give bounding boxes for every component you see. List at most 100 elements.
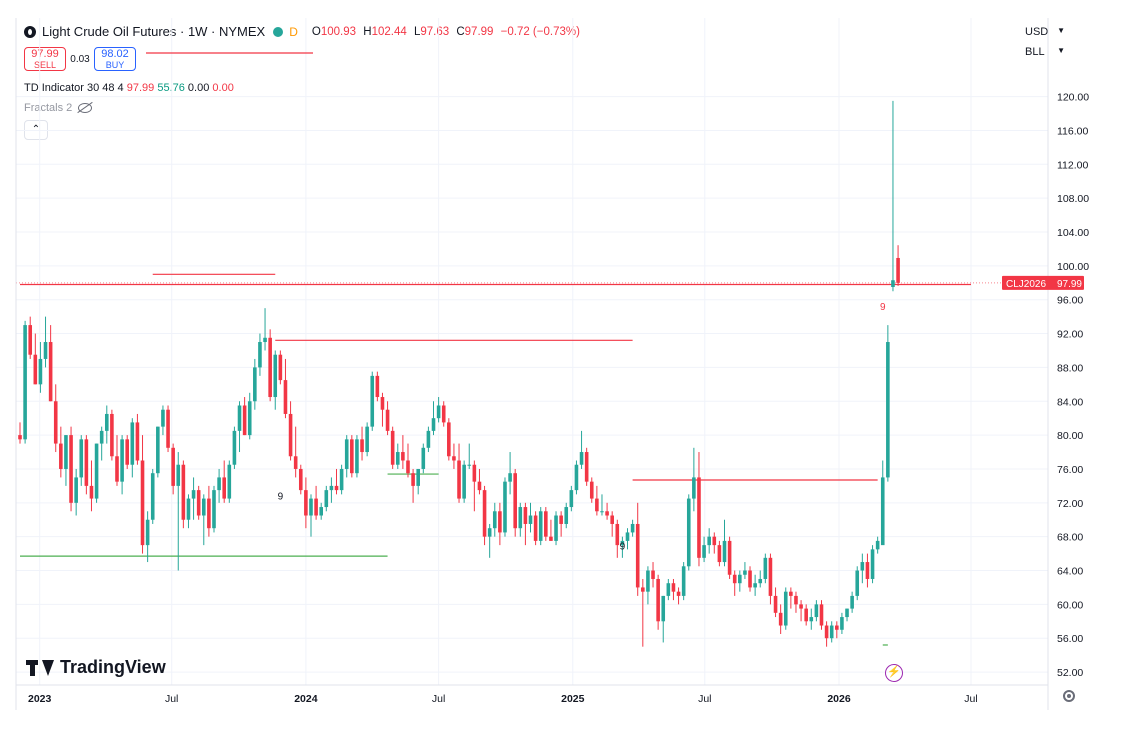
- candle-down: [748, 570, 752, 588]
- candle-down: [819, 604, 824, 626]
- candle-down: [304, 490, 308, 516]
- candle-up: [104, 413, 109, 431]
- eye-hidden-icon[interactable]: [78, 103, 93, 113]
- candle-down: [401, 452, 405, 461]
- candle-down: [406, 460, 410, 474]
- ohlc-close: 97.99: [464, 25, 494, 38]
- gear-icon[interactable]: [1063, 690, 1075, 702]
- td-sequential-mark: 9: [620, 541, 626, 552]
- ohlc-low: 97.63: [420, 25, 450, 38]
- candle-down: [171, 447, 175, 486]
- candle-down: [447, 422, 451, 457]
- candle-up: [370, 375, 375, 427]
- lightning-icon[interactable]: ⚡: [885, 664, 903, 682]
- candle-down: [671, 583, 676, 592]
- candle-down: [28, 325, 33, 355]
- candle-down: [773, 595, 778, 613]
- td-value-1: 97.99: [126, 82, 155, 94]
- candle-up: [309, 498, 313, 516]
- candle-up: [145, 519, 150, 546]
- sell-button[interactable]: 97.99 SELL: [24, 47, 66, 71]
- candle-up: [722, 540, 727, 563]
- candle-up: [212, 490, 216, 529]
- price-tick-label: 76.00: [1057, 464, 1083, 476]
- candle-up: [574, 464, 579, 491]
- candle-down: [385, 409, 390, 431]
- unit-select[interactable]: BLL ▼: [1025, 46, 1065, 58]
- axes: 52.00 56.00 60.00 64.00 68.00 72.00 76.00 80.00…: [15, 18, 1089, 710]
- candle-up: [232, 430, 237, 465]
- candle-down: [549, 536, 553, 541]
- candle-down: [498, 511, 502, 533]
- symbol-legend: Light Crude Oil Futures · 1W · NYMEX D O…: [24, 24, 584, 39]
- candle-up: [528, 515, 533, 524]
- time-tick-label: 2024: [294, 693, 318, 705]
- candle-up: [329, 485, 334, 491]
- candle-down: [278, 354, 283, 381]
- candle-up: [600, 511, 604, 513]
- candle-up: [860, 562, 865, 571]
- time-tick-label: 2025: [561, 693, 585, 705]
- candle-down: [789, 591, 793, 596]
- candle-down: [18, 435, 22, 440]
- unit-label: BLL: [1025, 46, 1045, 58]
- candle-down: [477, 481, 482, 491]
- candle-up: [227, 464, 232, 499]
- candle-down: [589, 481, 594, 499]
- candle-down: [656, 578, 660, 622]
- candle-down: [441, 405, 446, 423]
- candle-up: [64, 435, 68, 469]
- price-tick-label: 96.00: [1057, 295, 1083, 307]
- candle-up: [850, 595, 854, 609]
- current-price-tag: [1002, 275, 1084, 290]
- candle-down: [641, 587, 645, 592]
- candle-up: [487, 528, 492, 537]
- candle-up: [324, 490, 329, 508]
- ohlc-open-key: O: [311, 25, 321, 38]
- candle-up: [809, 617, 814, 622]
- td-indicator-legend[interactable]: TD Indicator 30 48 4 97.99 55.76 0.00 0.…: [24, 82, 234, 94]
- candle-down: [835, 625, 839, 630]
- td-sequential-mark: 9: [880, 302, 886, 313]
- candle-down: [865, 562, 870, 579]
- candle-up: [237, 405, 242, 431]
- candle-up: [508, 473, 512, 482]
- ohlc-close-key: C: [456, 25, 465, 38]
- level-lines: [16, 52, 1048, 646]
- price-tick-label: 72.00: [1057, 498, 1083, 510]
- candle-down: [824, 625, 829, 639]
- candle-down: [513, 473, 517, 529]
- candle-up: [814, 604, 819, 618]
- candle-up: [880, 477, 885, 546]
- spread-value: 0.03: [70, 53, 90, 65]
- candle-up: [753, 583, 757, 588]
- currency-select[interactable]: USD ▼: [1025, 26, 1065, 38]
- candle-down: [768, 557, 773, 596]
- interval-badge: D: [289, 24, 298, 39]
- tradingview-logo-text: TradingView: [60, 657, 166, 677]
- candle-down: [457, 460, 461, 499]
- buy-button[interactable]: 98.02 BUY: [94, 47, 136, 71]
- current-price-symbol: CLJ2026: [1006, 279, 1046, 290]
- ohlc-low-key: L: [413, 25, 421, 38]
- candle-down: [712, 536, 717, 546]
- candle-down: [360, 439, 364, 453]
- trade-buttons: 97.99 SELL 0.03 98.02 BUY: [24, 47, 136, 71]
- candle-up: [492, 511, 497, 529]
- candle-down: [533, 515, 538, 541]
- candle-down: [732, 574, 737, 584]
- candle-up: [416, 468, 420, 486]
- candle-up: [554, 515, 558, 541]
- tradingview-logo[interactable]: TradingView: [26, 657, 166, 678]
- candle-up: [886, 342, 890, 478]
- symbol-title[interactable]: Light Crude Oil Futures · 1W · NYMEX: [42, 24, 266, 39]
- candle-up: [503, 481, 507, 533]
- current-price-value: 97.99: [1057, 279, 1082, 290]
- price-tick-label: 80.00: [1057, 430, 1083, 442]
- candle-up: [273, 354, 278, 398]
- ohlc-high-key: H: [363, 25, 372, 38]
- candle-down: [584, 452, 589, 482]
- candle-up: [620, 540, 625, 546]
- fractals-legend[interactable]: Fractals 2: [24, 102, 93, 114]
